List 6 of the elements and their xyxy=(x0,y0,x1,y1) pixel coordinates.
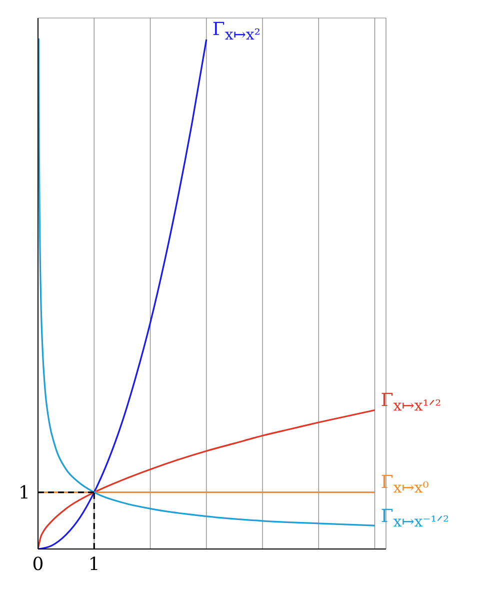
series-label: Γ$_{x↦x²}$ xyxy=(212,19,262,46)
series-label: Γ$_{x↦x⁻¹ᐟ²}$ xyxy=(380,506,450,532)
annotation: 1 xyxy=(18,482,30,504)
series-label: Γ$_{x↦x¹ᐟ²}$ xyxy=(380,390,442,417)
x-tick-label: 0 xyxy=(32,554,44,575)
series-label: Γ$_{x↦x⁰}$ xyxy=(380,472,430,499)
